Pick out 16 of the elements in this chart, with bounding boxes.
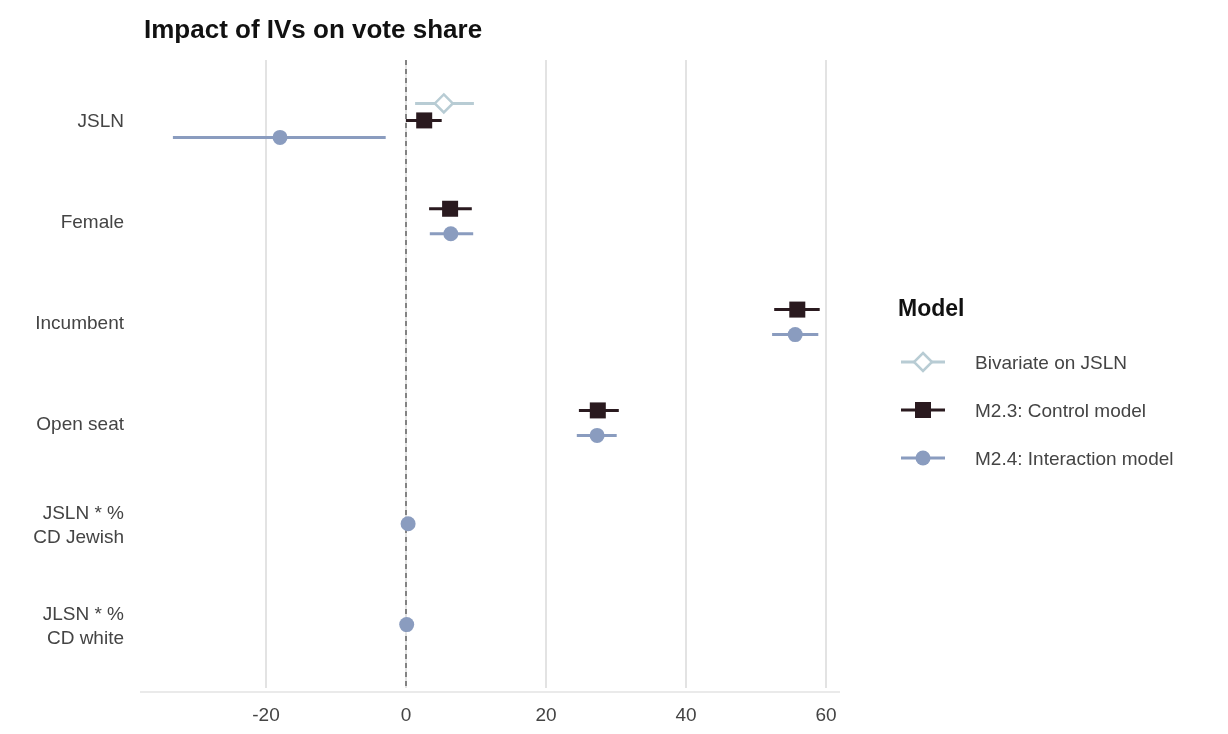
legend-title: Model — [898, 295, 965, 321]
y-tick-label: JSLN — [77, 110, 124, 132]
legend-label: Bivariate on JSLN — [975, 352, 1128, 373]
y-tick-label: Incumbent — [35, 312, 125, 334]
x-tick-label: 40 — [675, 704, 697, 725]
x-tick-label: -20 — [252, 704, 280, 725]
y-tick-label: JLSN * % CD white — [42, 602, 125, 648]
x-tick-label: 60 — [815, 704, 837, 725]
legend-label: M2.4: Interaction model — [975, 448, 1174, 469]
y-tick-label: JSLN * % CD Jewish — [33, 501, 125, 547]
y-tick-label: Open seat — [36, 412, 125, 434]
legend-label: M2.3: Control model — [975, 400, 1147, 421]
y-tick-label: Female — [60, 211, 124, 233]
x-tick-label: 20 — [535, 704, 557, 725]
x-tick-label: 0 — [400, 704, 412, 725]
chart-title: Impact of IVs on vote share — [144, 14, 483, 44]
